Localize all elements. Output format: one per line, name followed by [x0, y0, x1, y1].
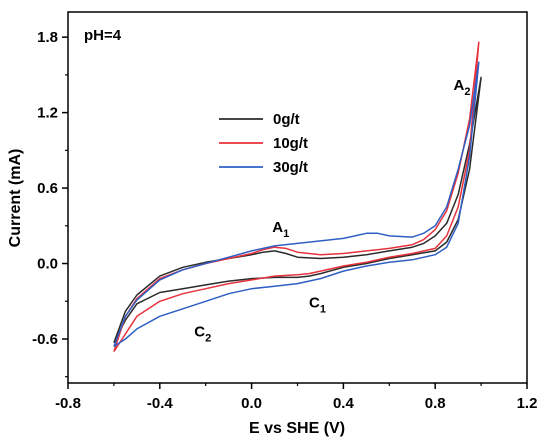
series-layer [113, 41, 482, 353]
series-line-2 [113, 61, 480, 348]
ph-condition-label: pH=4 [84, 27, 122, 44]
x-tick-label: 0.0 [241, 395, 262, 412]
y-tick-label: 1.8 [37, 29, 58, 46]
annotation-C1: C1 [309, 295, 326, 316]
annotation-A1: A1 [272, 219, 289, 240]
y-tick-label: 0.6 [37, 180, 58, 197]
x-tick-label: 0.8 [425, 395, 446, 412]
series-line-1 [113, 41, 480, 353]
legend-label-0: 0g/t [273, 111, 300, 128]
legend-label-1: 10g/t [273, 135, 308, 152]
x-axis-title: E vs SHE (V) [249, 420, 345, 437]
annotation-A2: A2 [454, 77, 471, 98]
y-tick-label: 0.0 [37, 256, 58, 273]
legend-label-2: 30g/t [273, 159, 308, 176]
y-tick-label: 1.2 [37, 105, 58, 122]
y-tick-label: -0.6 [32, 331, 58, 348]
peak-annotations: A2 A1 C1 C2 [194, 77, 470, 344]
x-tick-label: -0.8 [55, 395, 81, 412]
x-axis: -0.8 -0.4 0.0 0.4 0.8 1.2 [55, 383, 537, 412]
x-tick-label: 0.4 [333, 395, 355, 412]
y-axis-title: Current (mA) [7, 149, 24, 248]
x-tick-label: 1.2 [517, 395, 538, 412]
annotation-C2: C2 [194, 323, 211, 344]
legend: 0g/t 10g/t 30g/t [219, 111, 308, 176]
plot-frame [67, 11, 528, 384]
x-tick-label: -0.4 [147, 395, 174, 412]
y-axis: -0.6 0.0 0.6 1.2 1.8 [32, 29, 68, 378]
